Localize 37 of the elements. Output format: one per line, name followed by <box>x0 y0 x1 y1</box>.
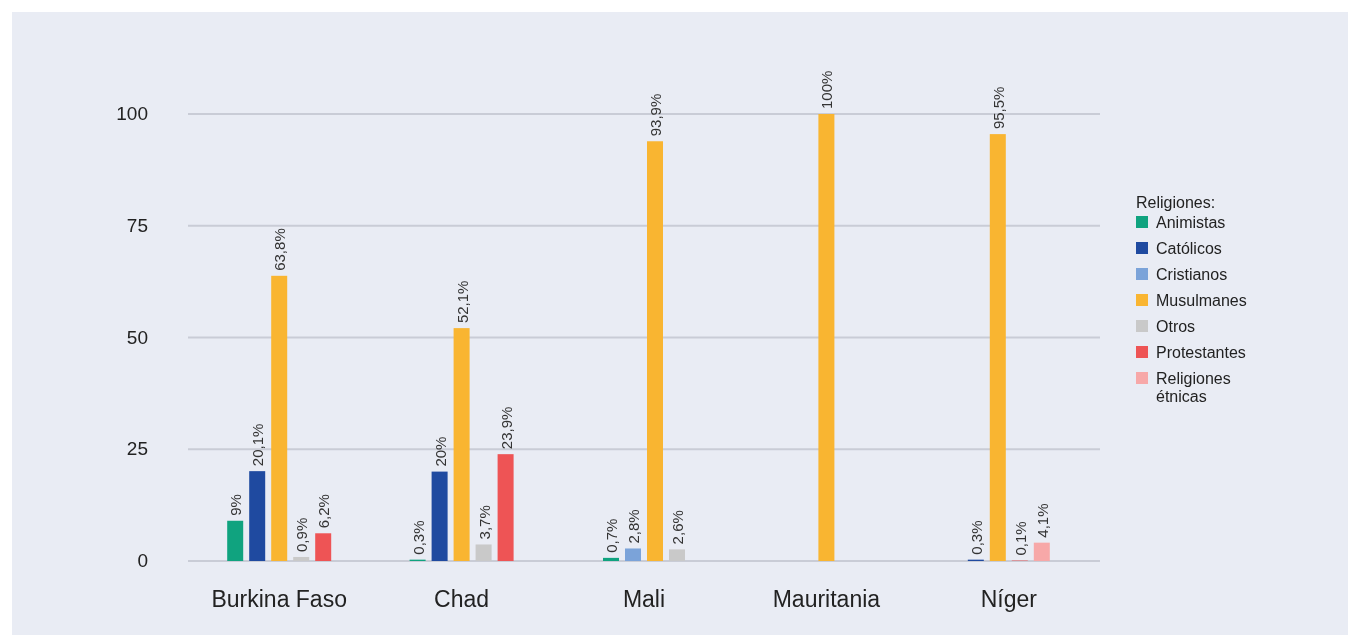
y-tick-label: 50 <box>126 326 148 348</box>
data-label: 20% <box>431 436 449 467</box>
x-tick-label: Mauritania <box>772 586 881 612</box>
data-label: 20,1% <box>249 423 267 467</box>
legend-label: Religiones étnicas <box>1156 370 1231 405</box>
data-label: 0,7% <box>603 518 620 553</box>
data-label: 9% <box>227 494 245 516</box>
data-label: 2,6% <box>669 510 686 545</box>
legend-label: Cristianos <box>1156 266 1228 283</box>
data-label: 0,3% <box>409 520 427 555</box>
data-label: 0,1% <box>1011 521 1029 556</box>
data-label: 3,7% <box>475 505 493 540</box>
legend-label: Otros <box>1156 318 1196 335</box>
legend-label: Animistas <box>1156 214 1226 231</box>
data-label: 100% <box>818 70 836 109</box>
data-label: 6,2% <box>315 494 333 529</box>
data-label: 93,9% <box>647 93 664 137</box>
y-tick-label: 100 <box>116 103 148 124</box>
data-label: 95,5% <box>989 86 1007 130</box>
data-label: 4,1% <box>1033 503 1051 538</box>
x-tick-label: Mali <box>622 586 666 612</box>
data-label: 63,8% <box>271 228 289 271</box>
data-label: 52,1% <box>453 280 471 324</box>
legend-title: Religiones: <box>1136 194 1216 211</box>
y-tick-label: 75 <box>126 214 148 236</box>
legend-label: Católicos <box>1156 240 1222 257</box>
legend-label: Protestantes <box>1156 344 1246 361</box>
y-tick-label: 25 <box>126 438 148 460</box>
legend-label: Musulmanes <box>1156 292 1247 309</box>
data-label: 2,8% <box>625 509 642 544</box>
x-tick-label: Chad <box>434 586 490 612</box>
data-label: 0,3% <box>967 520 985 555</box>
data-label: 0,9% <box>293 517 311 552</box>
x-tick-label: Burkina Faso <box>211 586 347 612</box>
x-tick-label: Níger <box>980 586 1038 612</box>
y-tick-label: 0 <box>137 550 148 571</box>
data-label: 23,9% <box>497 406 515 450</box>
